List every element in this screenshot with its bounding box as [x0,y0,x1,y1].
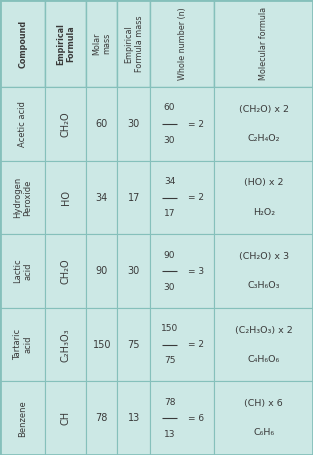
Text: 34: 34 [164,177,175,186]
Text: 34: 34 [95,192,108,202]
Text: 30: 30 [128,266,140,276]
Text: 60: 60 [95,119,108,129]
Bar [214,234,313,308]
Bar [0,0,45,87]
Bar [150,87,214,161]
Text: C₆H₆: C₆H₆ [253,429,274,437]
Bar [117,161,150,234]
Text: (CH) x 6: (CH) x 6 [244,399,283,408]
Text: Empirical
Formula: Empirical Formula [56,23,75,65]
Bar [86,0,117,87]
Text: Molecular formula: Molecular formula [259,7,268,80]
Bar [0,381,45,455]
Bar [214,0,313,87]
Bar [0,87,45,161]
Bar [150,0,214,87]
Text: HO: HO [61,190,71,205]
Text: 13: 13 [128,413,140,423]
Bar [150,161,214,234]
Bar [86,161,117,234]
Text: Tartaric
acid: Tartaric acid [13,329,32,360]
Bar [86,234,117,308]
Bar [214,381,313,455]
Bar [214,161,313,234]
Text: CH₂O: CH₂O [61,258,71,284]
Text: (C₂H₃O₃) x 2: (C₂H₃O₃) x 2 [235,325,293,334]
Text: 90: 90 [95,266,108,276]
Text: (HO) x 2: (HO) x 2 [244,178,284,187]
Text: 150: 150 [161,324,178,333]
Bar [45,161,86,234]
Bar [117,234,150,308]
Text: = 2: = 2 [188,340,204,349]
Text: H₂O₂: H₂O₂ [253,208,275,217]
Text: 30: 30 [128,119,140,129]
Text: 13: 13 [164,430,175,439]
Text: 75: 75 [128,340,140,350]
Text: = 2: = 2 [188,193,204,202]
Text: 90: 90 [164,251,175,259]
Bar [45,0,86,87]
Text: Acetic acid: Acetic acid [18,101,27,147]
Bar [117,0,150,87]
Bar [45,308,86,381]
Text: 30: 30 [164,136,175,145]
Bar [150,308,214,381]
Text: 30: 30 [164,283,175,292]
Text: CH: CH [61,411,71,425]
Text: (CH₂O) x 2: (CH₂O) x 2 [239,105,289,114]
Text: Benzene: Benzene [18,400,27,437]
Bar [86,87,117,161]
Bar [214,308,313,381]
Text: 17: 17 [128,192,140,202]
Bar [0,161,45,234]
Bar [150,234,214,308]
Text: C₂H₄O₂: C₂H₄O₂ [248,134,280,143]
Text: = 6: = 6 [188,414,204,423]
Bar [0,234,45,308]
Text: 78: 78 [164,398,175,407]
Bar [214,87,313,161]
Text: Compound: Compound [18,20,27,68]
Text: = 3: = 3 [188,267,204,276]
Text: 150: 150 [92,340,111,350]
Bar [45,381,86,455]
Text: Hydrogen
Peroxide: Hydrogen Peroxide [13,177,32,218]
Text: Empirical
Formula mass: Empirical Formula mass [124,15,143,72]
Text: C₃H₆O₃: C₃H₆O₃ [248,281,280,290]
Text: Whole number (n): Whole number (n) [178,7,187,80]
Text: C₄H₆O₆: C₄H₆O₆ [248,355,280,364]
Text: 78: 78 [95,413,108,423]
Text: C₂H₃O₃: C₂H₃O₃ [61,328,71,362]
Bar [150,381,214,455]
Bar [117,87,150,161]
Text: (CH₂O) x 3: (CH₂O) x 3 [239,252,289,261]
Text: CH₂O: CH₂O [61,111,71,137]
Text: = 2: = 2 [188,120,204,129]
Bar [45,87,86,161]
Bar [86,308,117,381]
Bar [117,308,150,381]
Text: Lactic
acid: Lactic acid [13,259,32,283]
Text: 60: 60 [164,103,175,112]
Text: Molar
mass: Molar mass [92,32,111,55]
Text: 17: 17 [164,209,175,218]
Bar [45,234,86,308]
Bar [117,381,150,455]
Bar [86,381,117,455]
Bar [0,308,45,381]
Text: 75: 75 [164,356,175,365]
